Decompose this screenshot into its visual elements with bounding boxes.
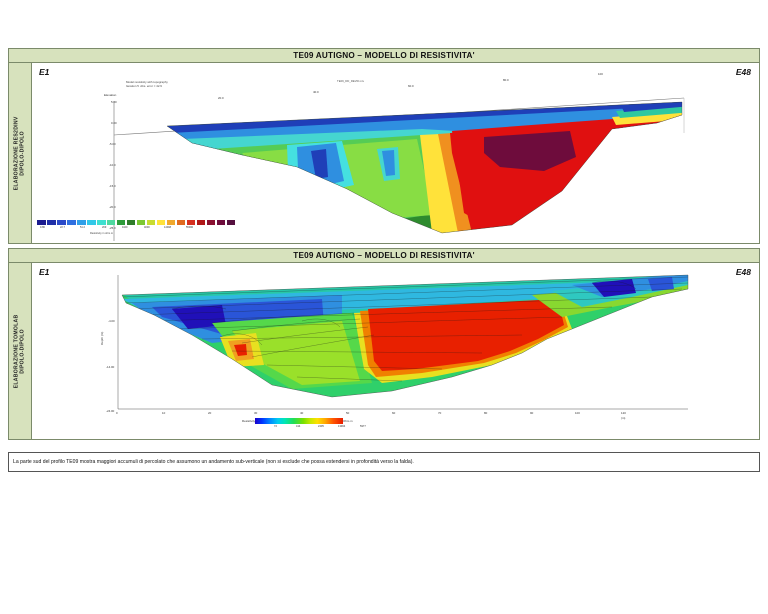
panel-2-x-tick: 80 [484,411,488,415]
panel-1-electrode-start: E1 [39,67,50,77]
panel-2-x-tick: 100 [575,411,580,415]
panel-1-software-note: Model resistivity with topography Iterat… [126,80,168,88]
panel-2-x-tick: 20 [208,411,212,415]
panel-1-legend-tick: 55000 [186,226,194,229]
panel-2-legend: Resistivity Ohm.m [242,418,353,424]
panel-1-y-tick: -10.0 [109,163,116,167]
panel-1-side-label-line1: ELABORAZIONE RES2DINV [13,116,20,190]
panel-2-x-tick: 0 [116,411,118,415]
panel-1-legend-swatches [37,220,237,225]
panel-2-electrode-start: E1 [39,267,50,277]
panel-2-y-tick: -4.00 [108,319,115,323]
panel-1-x-tick: 80.0 [503,78,509,82]
panel-2-side-label: ELABORAZIONE TOMOLAB DIPOLO-DIPOLO [9,263,32,439]
panel-2-legend-unit: Ohm.m [343,419,353,423]
panel-2-body: ELABORAZIONE TOMOLAB DIPOLO-DIPOLO E1 E4… [9,263,759,439]
panel-2-legend-tick: 414 [296,425,301,428]
panel-2-x-tick: 120 [621,411,626,415]
panel-1-legend-tick: 1400# [164,226,172,229]
panel-1-legend-tick: 209 [102,226,107,229]
panel-1-legend-tick: 1100 [122,226,128,229]
panel-tomolab: TE09 AUTIGNO – MODELLO DI RESISTIVITA' E… [8,248,760,440]
panel-1-y-axis-title: Elevation [104,93,117,97]
panel-2-legend-tick: 72 [274,425,277,428]
panel-res2dinv: TE09 AUTIGNO – MODELLO DI RESISTIVITA' E… [8,48,760,244]
panel-2-legend-tick: 13964 [338,425,346,428]
panel-1-x-tick: 20.0 [218,96,224,100]
panel-1-y-tick: -5.00 [109,142,116,146]
panel-1-y-tick: -15.0 [109,184,116,188]
panel-1-plot: Model resistivity with topography Iterat… [32,63,758,243]
panel-2-x-tick: 60 [392,411,396,415]
panel-2-side-label-line2: DIPOLO-DIPOLO [20,328,27,374]
panel-1-legend-tick: 51.2 [80,226,85,229]
panel-1-file-label: TE09_DD_REV01.inv [337,79,365,83]
caption-box: La parte sud del profilo TE09 mostra mag… [8,452,760,472]
panel-1-legend-tick: 22.7 [60,226,65,229]
panel-1-legend-tick: 9.80 [40,226,45,229]
panel-2-x-tick: 90 [530,411,534,415]
panel-2-x-tick: 40 [300,411,304,415]
panel-2-title: TE09 AUTIGNO – MODELLO DI RESISTIVITA' [9,249,759,263]
panel-2-legend-title: Resistivity [242,419,256,423]
panel-2-y-tick: -24.00 [106,409,115,413]
panel-1-resistivity-section [113,97,685,241]
panel-1-y-tick: -25.0 [109,226,116,230]
panel-1-legend-tick: 4000 [144,226,150,229]
panel-2-legend-colorbar [255,418,344,424]
panel-2-side-label-line1: ELABORAZIONE TOMOLAB [13,314,20,388]
panel-2-x-tick: 70 [438,411,442,415]
panel-2-electrode-end: E48 [735,267,751,277]
panel-2-x-tick: 30 [254,411,258,415]
panel-2-x-unit: (m) [621,416,626,420]
panel-1-body: ELABORAZIONE RES2DINV DIPOLO-DIPOLO E1 E… [9,63,759,243]
panel-1-side-label-line2: DIPOLO-DIPOLO [20,130,27,176]
panel-2-legend-tick: 5977 [360,425,366,428]
panel-1-x-tick: 60.0 [408,84,414,88]
panel-1-y-tick: -20.0 [109,205,116,209]
panel-2-plot: Depth (m) -4.00 -14.00 -24.00 [32,263,758,439]
panel-2-y-tick: -14.00 [106,365,115,369]
panel-1-legend-caption: Resistivity in ohm.m [90,232,114,235]
panel-1-x-tick: 40.0 [313,90,319,94]
panel-1-title: TE09 AUTIGNO – MODELLO DI RESISTIVITA' [9,49,759,63]
panel-1-electrode-end: E48 [735,67,751,77]
panel-2-tomography-section [117,274,689,410]
caption-text: La parte sud del profilo TE09 mostra mag… [13,458,414,465]
panel-2-x-tick: 50 [346,411,350,415]
panel-1-x-tick: 100 [598,72,603,76]
panel-2-legend-tick: 2405 [318,425,324,428]
panel-2-x-tick: 10 [162,411,166,415]
panel-1-side-label: ELABORAZIONE RES2DINV DIPOLO-DIPOLO [9,63,32,243]
